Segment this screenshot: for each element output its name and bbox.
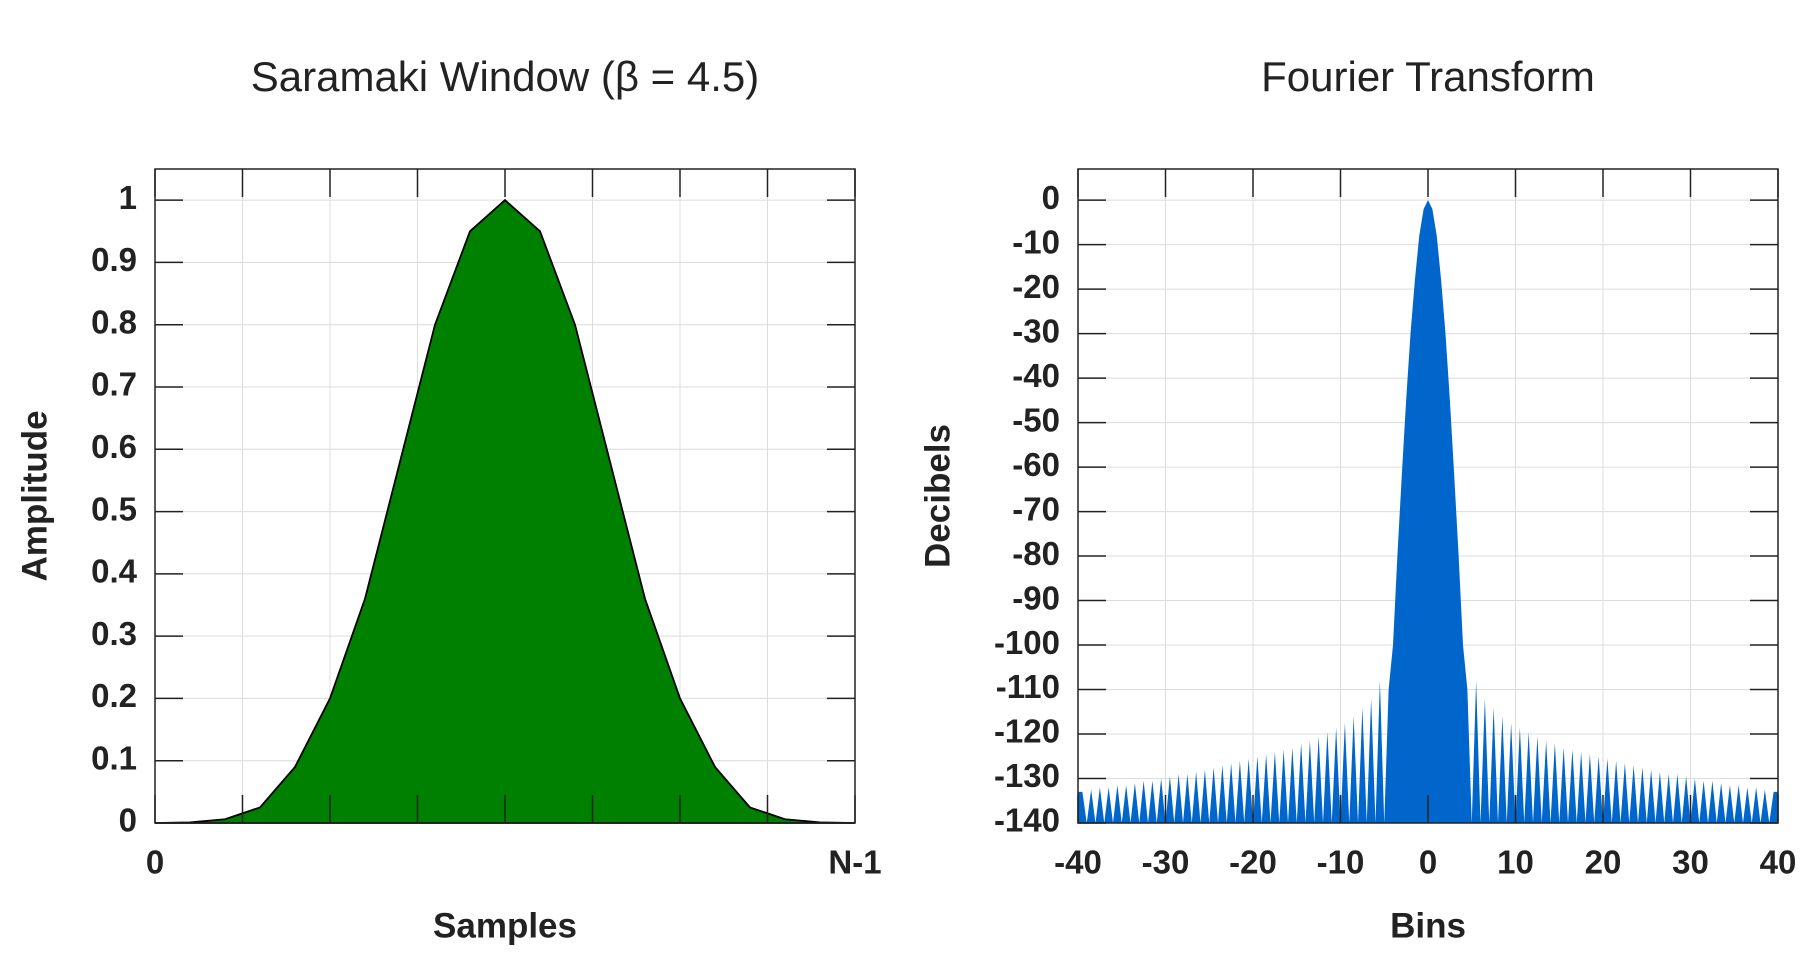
y-tick-label: -90: [1012, 579, 1060, 616]
y-tick-label: -60: [1012, 446, 1060, 483]
chart: 0-10-20-30-40-50-60-70-80-90-100-110-120…: [918, 53, 1796, 945]
y-axis-label: Decibels: [918, 424, 957, 568]
x-tick-label: 0: [146, 844, 164, 881]
y-tick-label: -20: [1012, 268, 1060, 305]
y-tick-label: -130: [994, 757, 1060, 794]
y-tick-label: 0.8: [91, 303, 137, 340]
x-tick-label: 40: [1760, 844, 1797, 881]
y-tick-label: -40: [1012, 357, 1060, 394]
y-tick-label: -50: [1012, 401, 1060, 438]
y-tick-label: -70: [1012, 490, 1060, 527]
y-tick-label: -30: [1012, 312, 1060, 349]
y-tick-label: -110: [996, 668, 1060, 705]
chart: 0 0.1 0.2 0.3 0.4 0.5 0.6 0.7 0.8 0.9 1 0 N-1 Saramak…: [15, 53, 881, 945]
y-tick-label: 1: [119, 179, 137, 216]
x-tick-label: -30: [1142, 844, 1190, 881]
x-tick-label: 20: [1585, 844, 1622, 881]
area: [1078, 200, 1778, 823]
y-axis-label: Amplitude: [15, 410, 54, 581]
x-tick-label: -20: [1229, 844, 1277, 881]
x-tick-label: N-1: [828, 844, 881, 881]
x-tick-label: 30: [1672, 844, 1709, 881]
chart-title: Fourier Transform: [1261, 53, 1595, 100]
x-tick-label: -40: [1054, 844, 1102, 881]
y-tick-label: -100: [994, 624, 1060, 661]
y-tick-label: 0: [119, 802, 137, 839]
y-tick-label: 0: [1042, 179, 1060, 216]
y-tick-label: 0.2: [91, 677, 137, 714]
y-tick-label: 0.1: [91, 739, 137, 776]
y-tick-label: 0.3: [91, 615, 137, 652]
y-tick-label: -80: [1012, 535, 1060, 572]
y-tick-label: -140: [994, 802, 1060, 839]
y-tick-label: 0.9: [91, 241, 137, 278]
y-tick-label: -10: [1012, 223, 1060, 260]
y-tick-label: 0.4: [91, 553, 138, 590]
x-tick-label: -10: [1317, 844, 1365, 881]
y-tick-label: 0.5: [91, 490, 137, 527]
x-tick-label: 10: [1497, 844, 1534, 881]
y-tick-label: 0.7: [91, 366, 137, 403]
y-tick-label: -120: [994, 713, 1060, 750]
x-tick-label: 0: [1419, 844, 1437, 881]
x-axis-label: Bins: [1390, 906, 1466, 945]
x-axis-label: Samples: [433, 906, 577, 945]
chart-title: Saramaki Window (β = 4.5): [251, 53, 760, 100]
y-tick-label: 0.6: [91, 428, 137, 465]
